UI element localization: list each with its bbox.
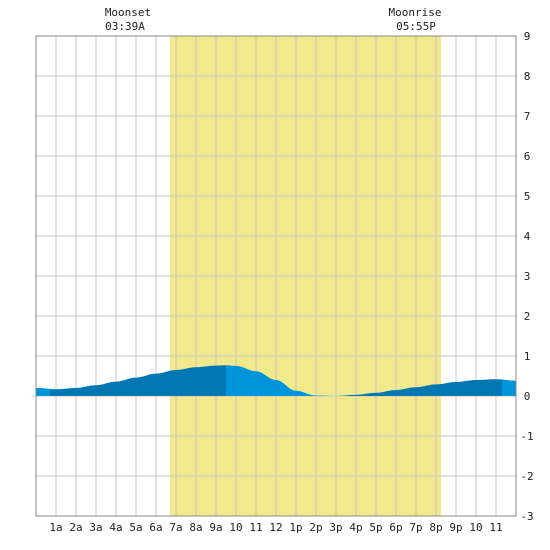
x-tick-label: 1p (289, 521, 302, 534)
y-tick-label: 9 (524, 30, 531, 43)
x-tick-label: 4a (109, 521, 122, 534)
y-tick-label: -2 (520, 470, 533, 483)
y-tick-label: 5 (524, 190, 531, 203)
x-tick-label: 11 (489, 521, 502, 534)
x-tick-label: 5a (129, 521, 142, 534)
x-tick-label: 10 (469, 521, 482, 534)
moonrise-time: 05:55P (396, 20, 436, 33)
x-tick-label: 3p (329, 521, 342, 534)
x-tick-label: 9p (449, 521, 462, 534)
plot-frame (35, 35, 517, 517)
x-tick-label: 5p (369, 521, 382, 534)
x-tick-label: 2p (309, 521, 322, 534)
x-tick-label: 8p (429, 521, 442, 534)
x-tick-label: 3a (89, 521, 102, 534)
x-tick-label: 2a (69, 521, 82, 534)
y-tick-label: 7 (524, 110, 531, 123)
y-tick-label: 4 (524, 230, 531, 243)
tide-area-layer (36, 365, 516, 396)
y-tick-label: 0 (524, 390, 531, 403)
x-tick-label: 9a (209, 521, 222, 534)
x-tick-label: 1a (49, 521, 62, 534)
tide-area-edge (502, 379, 516, 396)
y-tick-label: 3 (524, 270, 531, 283)
x-tick-label: 12 (269, 521, 282, 534)
tide-area-segment-highlight (226, 365, 338, 396)
moonrise-label: Moonrise (389, 6, 442, 19)
x-tick-label: 6p (389, 521, 402, 534)
x-tick-labels: 1a 2a 3a 4a 5a 6a 7a 8a 9a 10 11 12 1p 2p 3p 4p 5p 6p 7p 8p… (49, 521, 502, 534)
x-tick-label: 6a (149, 521, 162, 534)
x-tick-label: 11 (249, 521, 262, 534)
y-tick-label: 2 (524, 310, 531, 323)
y-tick-labels: 9 8 7 6 5 4 3 2 1 0 -1 -2 -3 (520, 30, 533, 523)
y-tick-label: 6 (524, 150, 531, 163)
x-tick-label: 10 (229, 521, 242, 534)
tide-area-edge (36, 388, 50, 396)
tide-area-segment (36, 365, 226, 396)
x-tick-label: 7p (409, 521, 422, 534)
moonset-time: 03:39A (105, 20, 145, 33)
x-tick-label: 7a (169, 521, 182, 534)
tide-area-segment (338, 379, 516, 396)
y-tick-label: -3 (520, 510, 533, 523)
y-tick-label: -1 (520, 430, 533, 443)
moonset-label: Moonset (105, 6, 151, 19)
grid-layer (36, 36, 516, 516)
y-tick-label: 8 (524, 70, 531, 83)
x-tick-label: 4p (349, 521, 362, 534)
x-tick-label: 8a (189, 521, 202, 534)
y-tick-label: 1 (524, 350, 531, 363)
